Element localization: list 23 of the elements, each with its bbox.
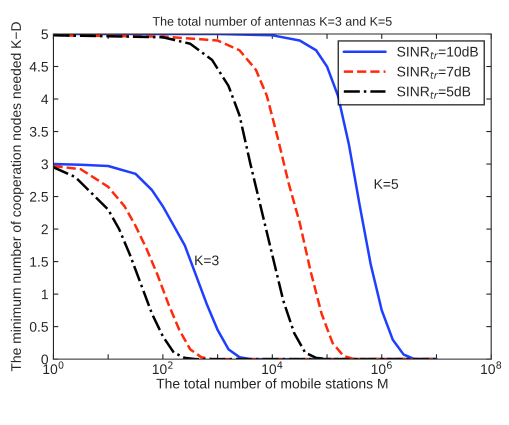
x-axis-title: The total number of mobile stations M <box>156 378 388 389</box>
y-tick-label: 1.5 <box>30 257 48 267</box>
y-tick-label: 0.5 <box>30 322 48 332</box>
chart-title: The total number of antennas K=3 and K=5 <box>152 16 392 26</box>
x-tick-label: 10$^{4}$ <box>262 362 282 374</box>
y-tick-label: 2 <box>42 224 48 234</box>
x-tick-label: 10$^{8}$ <box>481 361 502 374</box>
y-tick-label: 3.5 <box>30 126 48 137</box>
legend-label: SINR$_{tr}$=7dB <box>397 66 470 79</box>
y-tick-label: 3 <box>41 159 48 170</box>
y-tick-label: 4.5 <box>30 62 48 72</box>
x-tick-label: 10$^{2}$ <box>152 361 173 374</box>
y-tick-label: 5 <box>41 29 48 40</box>
annotation: K=3 <box>195 255 219 266</box>
legend-label: SINR$_{tr}$=5dB <box>397 86 470 99</box>
y-axis-title: The minimum number of cooperation nodes needed K−D <box>10 22 24 372</box>
y-tick-label: 0 <box>41 354 48 364</box>
y-tick-label: 1 <box>42 290 48 300</box>
legend-label: SINR$_{tr}$=10dB <box>397 46 478 59</box>
y-tick-label: 2.5 <box>30 192 48 202</box>
y-tick-label: 4 <box>41 94 48 104</box>
annotation: K=5 <box>374 179 398 189</box>
x-tick-label: 10$^{6}$ <box>372 361 392 374</box>
